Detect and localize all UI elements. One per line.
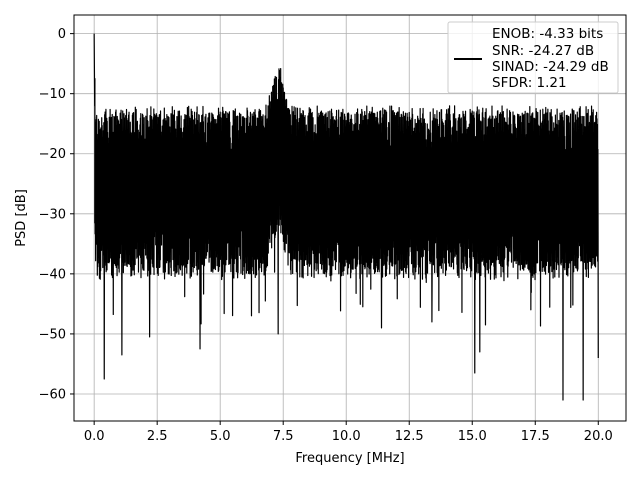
psd-line: [93, 33, 599, 401]
y-tick-label: 0: [58, 27, 66, 42]
x-tick-label: 12.5: [395, 429, 424, 444]
y-tick-label: −30: [39, 207, 66, 222]
plot-frame: [73, 14, 627, 422]
x-tick-label: 17.5: [521, 429, 550, 444]
y-tick-label: −10: [39, 87, 66, 102]
x-tick-label: 0.0: [84, 429, 105, 444]
x-tick-label: 5.0: [210, 429, 231, 444]
axis-ticks: 0.0 2.5 5.0 7.5 10.0 12.5 15.0 17.5 20.0 0 −10 −20 −…: [39, 27, 613, 444]
legend: ENOB: -4.33 bits SNR: -24.27 dB SINAD: -…: [447, 21, 619, 94]
x-tick-label: 10.0: [332, 429, 361, 444]
y-axis-label: PSD [dB]: [14, 189, 29, 247]
x-tick-label: 15.0: [458, 429, 487, 444]
x-tick-label: 20.0: [584, 429, 613, 444]
y-tick-label: −20: [39, 147, 66, 162]
y-tick-label: −60: [39, 387, 66, 402]
y-tick-label: −40: [39, 267, 66, 282]
x-axis-label: Frequency [MHz]: [295, 451, 404, 466]
legend-snr: SNR: -24.27 dB: [492, 43, 594, 59]
x-tick-label: 7.5: [273, 429, 294, 444]
y-tick-label: −50: [39, 327, 66, 342]
psd-series: [93, 33, 599, 401]
legend-sfdr: SFDR: 1.21: [492, 75, 567, 91]
legend-box: [447, 21, 619, 94]
legend-enob: ENOB: -4.33 bits: [492, 26, 603, 42]
x-tick-label: 2.5: [147, 429, 168, 444]
legend-sinad: SINAD: -24.29 dB: [492, 59, 609, 75]
